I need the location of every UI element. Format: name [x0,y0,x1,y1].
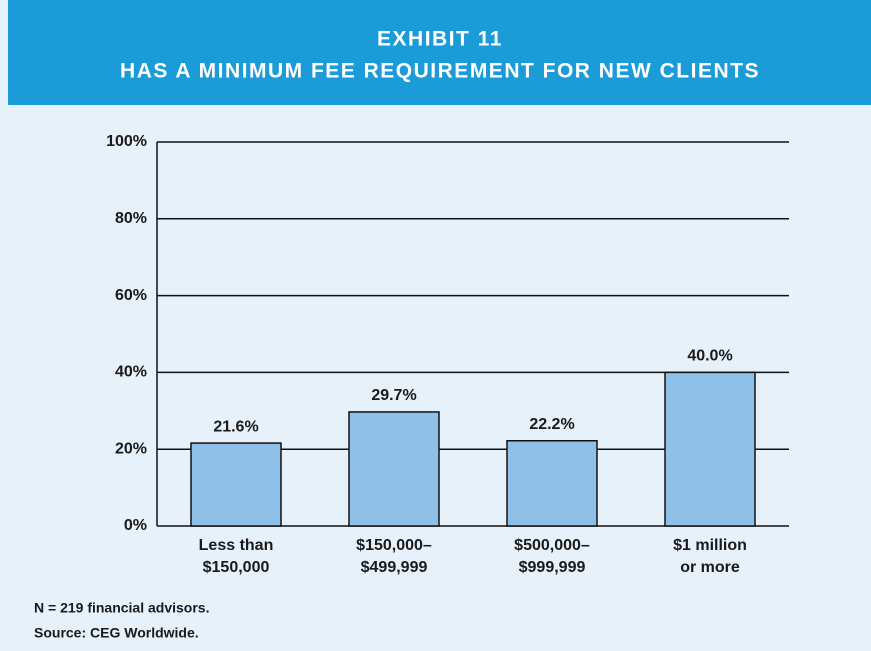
x-tick-label: $150,000– [356,537,432,554]
y-tick-label: 0% [124,517,147,534]
x-tick-label: $150,000 [203,559,270,576]
x-tick-label: $999,999 [519,559,586,576]
x-tick-label: $499,999 [361,559,428,576]
y-tick-label: 40% [115,364,147,381]
value-label: 40.0% [687,348,732,365]
header [8,0,871,105]
footnote: Source: CEG Worldwide. [34,625,199,641]
bar [506,440,598,527]
y-tick-label: 60% [115,287,147,304]
footnote: N = 219 financial advisors. [34,600,209,616]
y-tick-label: 100% [106,133,147,150]
x-tick-label: $1 million [673,537,747,554]
y-tick-label: 80% [115,210,147,227]
value-label: 22.2% [529,416,574,433]
chart-title: EXHIBIT 11 [377,28,503,51]
chart-title: HAS A MINIMUM FEE REQUIREMENT FOR NEW CL… [120,60,760,83]
bar [190,442,282,527]
bar [348,411,440,527]
value-label: 29.7% [371,387,416,404]
x-tick-label: or more [680,559,740,576]
value-label: 21.6% [213,418,258,435]
x-tick-label: Less than [199,537,274,554]
y-tick-label: 20% [115,440,147,457]
bar [664,371,756,527]
x-tick-label: $500,000– [514,537,590,554]
